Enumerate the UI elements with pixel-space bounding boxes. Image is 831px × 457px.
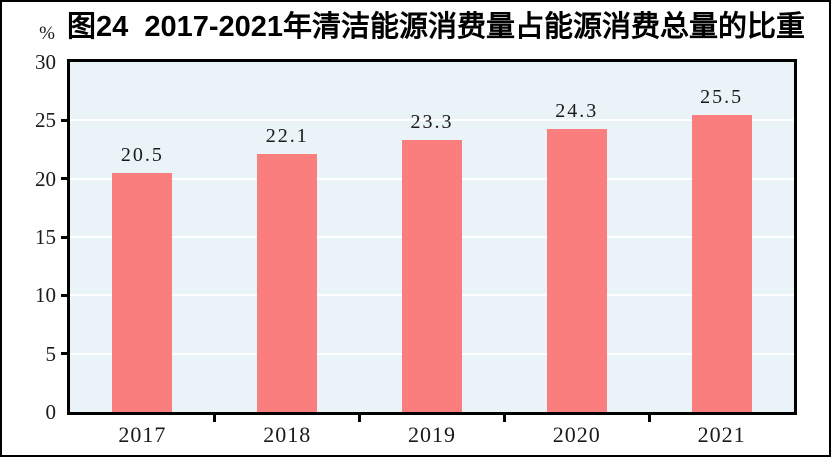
- y-tick-label: 30: [35, 50, 56, 74]
- x-tick-mark: [358, 415, 362, 422]
- y-tick-label: 0: [45, 400, 57, 424]
- bar-value-label: 25.5: [700, 85, 744, 108]
- bar: [402, 140, 462, 412]
- x-tick-label: 2019: [408, 422, 456, 447]
- gridline: [70, 119, 794, 122]
- x-tick-mark: [502, 415, 506, 422]
- bar: [546, 128, 607, 412]
- bar-value-label: 20.5: [120, 143, 164, 166]
- y-tick-label: 25: [35, 108, 56, 133]
- bar-value-label: 24.3: [555, 99, 599, 122]
- bar-value-label: 23.3: [410, 111, 454, 134]
- y-tick-mark: [61, 235, 68, 239]
- x-tick-label: 2020: [552, 422, 601, 447]
- x-tick-mark: [647, 415, 651, 422]
- y-axis-unit-label: %: [39, 23, 55, 44]
- x-tick-label: 2017: [118, 422, 167, 447]
- x-tick-label: 2021: [697, 422, 746, 447]
- bar-value-label: 22.1: [265, 125, 309, 148]
- y-tick-mark: [61, 352, 68, 356]
- y-tick-mark: [61, 177, 68, 181]
- y-tick-label: 10: [35, 283, 56, 308]
- plot-area: 20.5 22.1 23.3 24.3 25.5: [67, 59, 797, 415]
- x-tick-mark: [213, 415, 217, 422]
- bar: [257, 154, 318, 412]
- y-tick-mark: [61, 118, 68, 122]
- y-tick-mark: [61, 293, 68, 297]
- bar: [112, 172, 173, 412]
- bar: [691, 114, 752, 412]
- y-tick-label: 20: [35, 166, 56, 191]
- y-tick-label: 5: [45, 341, 57, 366]
- y-tick-label: 15: [35, 225, 56, 249]
- chart-title: 图24 2017-2021年清洁能源消费量占能源消费总量的比重: [67, 11, 806, 43]
- x-tick-label: 2018: [263, 422, 312, 447]
